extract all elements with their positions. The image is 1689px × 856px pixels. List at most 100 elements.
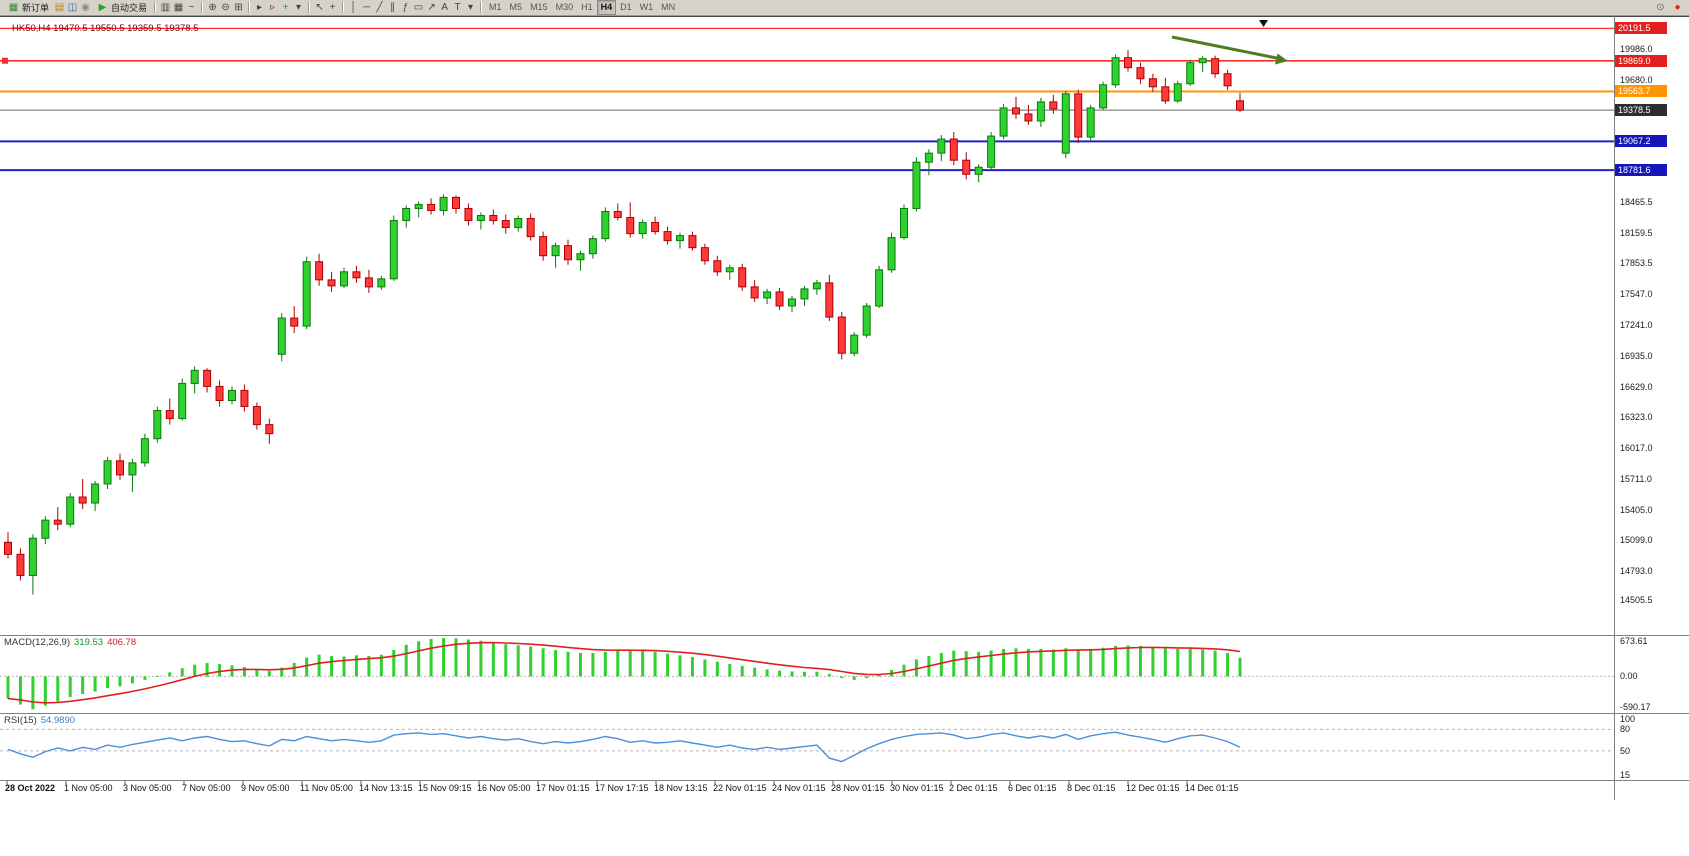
horizontal-line-icon[interactable]: ─	[362, 1, 371, 13]
rsi-line	[7, 731, 1241, 763]
vertical-line-icon[interactable]: │	[350, 1, 357, 13]
rsi-axis-label: 15	[1620, 770, 1631, 780]
candlestick-chart-icon[interactable]: ▦	[173, 1, 184, 13]
alerts-icon[interactable]: ◉	[81, 1, 90, 13]
toolbar-tool-icons: ▥ ▦ ~ ⊕ ⊖ ⊞ ▸ ▹ + ▾ ↖ + │ ─ ╱ ∥ ƒ ▭ ↗ A T ▾	[151, 1, 485, 15]
rsi-axis-label: 50	[1620, 745, 1631, 756]
timeframe-W1[interactable]: W1	[639, 2, 654, 12]
x-axis-label: 17 Nov 17:15	[595, 783, 649, 793]
timeframe-MN[interactable]: MN	[661, 2, 676, 12]
y-axis-label: 17547.0	[1620, 289, 1653, 300]
x-axis-label: 14 Dec 01:15	[1185, 783, 1239, 793]
macd-axis-label: 0.00	[1620, 671, 1638, 682]
macd-axis-label: 673.61	[1620, 636, 1648, 646]
toolbar: ▦ 新订单 ▤ ◫ ◉ ▶ 自动交易 ▥ ▦ ~ ⊕ ⊖ ⊞ ▸ ▹ + ▾ ↖ + │ ─ ╱ ∥ ƒ ▭ ↗ A T ▾ …	[0, 0, 1689, 16]
x-axis-label: 11 Nov 05:00	[300, 783, 353, 793]
x-axis-label: 16 Nov 05:00	[477, 783, 531, 793]
macd-name: MACD(12,26,9)	[4, 637, 70, 648]
objects-dropdown-icon[interactable]: ▾	[468, 1, 474, 13]
timeframe-M15[interactable]: M15	[530, 2, 548, 12]
zoom-out-icon[interactable]: ⊖	[221, 1, 230, 13]
toolbar-separator	[342, 2, 345, 13]
arrows-icon[interactable]: ↗	[427, 1, 436, 13]
crosshair-icon[interactable]: +	[329, 1, 336, 13]
line-chart-icon[interactable]: ~	[188, 1, 195, 13]
price-level-box: 19067.2	[1615, 135, 1667, 148]
y-axis-label: 16629.0	[1620, 381, 1653, 392]
text-icon[interactable]: A	[441, 1, 448, 13]
autotrading-play-icon: ▶	[98, 1, 107, 13]
channel-icon[interactable]: ∥	[390, 1, 396, 13]
timeframe-M1[interactable]: M1	[489, 2, 502, 12]
toolbar-separator	[201, 2, 204, 13]
tile-windows-icon[interactable]: ⊞	[234, 1, 243, 13]
x-axis-label: 12 Dec 01:15	[1126, 783, 1180, 793]
cursor-icon[interactable]: ↖	[315, 1, 324, 13]
rsi-axis-label: 100	[1620, 714, 1636, 724]
x-axis-label: 17 Nov 01:15	[536, 783, 590, 793]
bar-chart-icon[interactable]: ▥	[160, 1, 171, 13]
x-axis-label: 6 Dec 01:15	[1008, 783, 1057, 793]
y-axis-label: 15711.0	[1620, 473, 1652, 484]
timeframe-H1[interactable]: H1	[581, 2, 593, 12]
triangle-marker	[1259, 20, 1268, 27]
price-level-box: 19378.5	[1615, 104, 1667, 117]
macd-axis-label: -590.17	[1620, 702, 1651, 712]
price-level-box: 18781.6	[1615, 164, 1667, 177]
trendline-icon[interactable]: ╱	[376, 1, 383, 13]
y-axis-label: 18465.5	[1620, 196, 1653, 207]
toolbar-separator	[308, 2, 311, 13]
search-icon[interactable]: ⊙	[1656, 1, 1665, 13]
chart-canvas[interactable]	[0, 0, 1689, 806]
new-order-button[interactable]: ▦ 新订单	[3, 1, 53, 15]
annotation-arrow-head	[1275, 53, 1288, 65]
annotation-arrow-line[interactable]	[1171, 35, 1280, 60]
y-axis-label: 19986.0	[1620, 44, 1653, 54]
price-level-box: 20191.5	[1615, 22, 1667, 35]
timeframe-H4[interactable]: H4	[596, 0, 617, 15]
auto-scroll-icon[interactable]: ▸	[257, 1, 263, 13]
x-axis-label: 15 Nov 09:15	[418, 783, 472, 793]
rsi-indicator-label: RSI(15) 54.9890	[4, 715, 75, 726]
charts-grid-icon[interactable]: ▤	[54, 1, 65, 13]
price-level-box: 19563.7	[1615, 85, 1667, 98]
y-axis-label: 15405.0	[1620, 504, 1653, 515]
x-axis-label: 1 Nov 05:00	[64, 783, 113, 793]
candlestick-series	[4, 50, 1244, 595]
toolbar-right-icons: ⊙ ●	[1654, 1, 1686, 15]
rsi-axis-label: 80	[1620, 724, 1631, 735]
new-order-label: 新订单	[22, 3, 50, 13]
data-window-icon[interactable]: ◫	[67, 1, 78, 13]
toolbar-separator	[480, 2, 483, 13]
y-axis-label: 17853.5	[1620, 258, 1653, 269]
x-axis-label: 28 Oct 2022	[5, 783, 56, 793]
x-axis-label: 9 Nov 05:00	[241, 783, 290, 793]
timeframe-D1[interactable]: D1	[620, 2, 632, 12]
macd-indicator-label: MACD(12,26,9) 319.53 406.78	[4, 637, 136, 648]
text-label-icon[interactable]: T	[454, 1, 461, 13]
toolbar-separator	[248, 2, 251, 13]
new-chart-icon[interactable]: +	[282, 1, 289, 13]
fibonacci-icon[interactable]: ƒ	[402, 1, 409, 13]
y-axis-label: 18159.5	[1620, 227, 1653, 238]
x-axis-label: 3 Nov 05:00	[123, 783, 172, 793]
timeframe-M30[interactable]: M30	[555, 2, 574, 12]
macd-signal-value: 406.78	[107, 637, 137, 648]
x-axis-label: 24 Nov 01:15	[772, 783, 826, 793]
zoom-in-icon[interactable]: ⊕	[208, 1, 217, 13]
timeframe-M5[interactable]: M5	[509, 2, 523, 12]
macd-histogram	[6, 638, 1242, 710]
x-axis-label: 30 Nov 01:15	[890, 783, 944, 793]
y-axis-label: 16017.0	[1620, 443, 1653, 454]
notification-icon[interactable]: ●	[1674, 1, 1681, 13]
level-handle[interactable]	[2, 57, 8, 64]
chart-shift-icon[interactable]: ▹	[270, 1, 276, 13]
autotrading-button[interactable]: ▶ 自动交易	[92, 1, 151, 15]
x-axis-label: 8 Dec 01:15	[1067, 783, 1116, 793]
horizontal-level-lines[interactable]	[0, 27, 1614, 172]
shapes-icon[interactable]: ▭	[413, 1, 424, 13]
chart-ohlc-label: HK50,H4 19470.5 19550.5 19359.5 19378.5	[12, 23, 199, 34]
x-axis-label: 18 Nov 13:15	[654, 783, 708, 793]
chart-dropdown-icon[interactable]: ▾	[296, 1, 302, 13]
